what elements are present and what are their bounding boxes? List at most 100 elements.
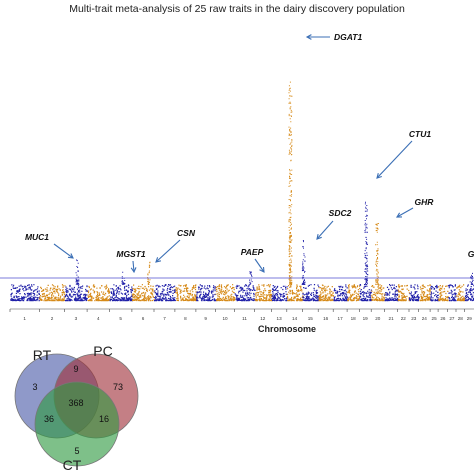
annotation-paep: PAEP — [241, 247, 265, 273]
snp-band-chr29 — [464, 284, 474, 302]
annotation-arrow — [53, 243, 74, 259]
snp-band-chr23 — [409, 284, 420, 302]
annotation-arrow — [155, 239, 181, 263]
chromosome-tick-label: 24 — [422, 316, 428, 321]
arrow-head — [316, 233, 322, 240]
chromosome-tick-label: 11 — [242, 316, 247, 321]
annotation-arrow — [376, 140, 413, 179]
annotation-ghr: GHR — [396, 197, 435, 218]
snp-band-chr9 — [196, 284, 217, 302]
chromosome-tick-label: 13 — [277, 316, 283, 321]
chromosome-tick-label: 29 — [467, 316, 473, 321]
chromosome-tick-label: 23 — [411, 316, 417, 321]
gene-label: CTU1 — [409, 129, 431, 139]
snp-band-chr16 — [318, 284, 335, 302]
snp-band-chr28 — [456, 284, 466, 302]
chromosome-tick-label: 20 — [375, 316, 381, 321]
chromosome-tick-label: 15 — [308, 316, 314, 321]
chromosome-tick-label: 25 — [432, 316, 438, 321]
snp-band-chr3 — [64, 284, 89, 302]
chromosome-tick-label: 22 — [401, 316, 407, 321]
venn-circle-ct — [34, 381, 120, 467]
snp-band-chr26 — [438, 285, 449, 302]
snp-band-chr5 — [109, 284, 133, 302]
annotation-muc1: MUC1 — [25, 232, 74, 259]
snp-band-chr11 — [234, 284, 256, 302]
snp-band-chr6 — [132, 284, 155, 302]
venn-count-pc-ct: 16 — [99, 414, 109, 424]
signal-peak-chr6 — [147, 261, 151, 285]
chromosome-axis: 1 2 3 4 5 6 7 8 9 10 11 12 13 14 15 16 17 18 19 20 21 22 23 24 2… — [9, 308, 474, 321]
venn-diagram: RT PC CT 3 73 5 9 36 16 368 — [14, 343, 139, 473]
snp-band-chr8 — [175, 284, 197, 302]
chromosome-tick-label: 7 — [163, 316, 166, 321]
chromosome-tick-label: 1 — [23, 316, 26, 321]
snp-band-chr27 — [447, 284, 457, 302]
arrow-head — [376, 173, 382, 179]
venn-count-ct-only: 5 — [74, 446, 79, 456]
chromosome-tick-label: 6 — [142, 316, 145, 321]
snp-band-chr7 — [154, 284, 176, 302]
arrow-head — [130, 267, 137, 274]
chart-title: Multi-trait meta-analysis of 25 raw trai… — [69, 3, 405, 15]
snp-band-chr17 — [333, 284, 349, 302]
venn-circles — [14, 353, 139, 467]
chromosome-tick-label: 18 — [351, 316, 357, 321]
chromosome-tick-label: 28 — [458, 316, 464, 321]
chromosome-tick-label: 16 — [323, 316, 329, 321]
snp-band-chr24 — [419, 284, 431, 302]
annotation-csn: CSN — [155, 228, 196, 263]
venn-count-pc-only: 73 — [113, 382, 123, 392]
venn-set-label: PC — [93, 343, 112, 359]
gene-label: MUC1 — [25, 232, 49, 242]
gene-label: DGAT1 — [334, 32, 362, 42]
x-axis-label: Chromosome — [258, 324, 316, 334]
chromosome-tick-label: 17 — [338, 316, 344, 321]
snp-band-chr19 — [359, 284, 373, 302]
gene-label: SDC2 — [329, 208, 352, 218]
gene-label: CSN — [177, 228, 196, 238]
venn-set-label: RT — [33, 347, 52, 363]
signal-peak-chr29 — [469, 272, 474, 285]
chromosome-tick-label: 4 — [97, 316, 100, 321]
gene-label: PAEP — [241, 247, 264, 257]
venn-count-rt-ct: 36 — [44, 414, 54, 424]
annotation-arrow — [254, 258, 265, 273]
snp-points — [10, 81, 474, 302]
snp-band-chr25 — [430, 284, 440, 302]
annotation-dgat1: DGAT1 — [305, 32, 362, 42]
chromosome-tick-label: 19 — [363, 316, 369, 321]
snp-band-chr4 — [87, 284, 111, 302]
signal-peak-chr14 — [288, 81, 293, 285]
snp-band-chr2 — [39, 284, 66, 302]
gene-annotations: DGAT1 CTU1 SDC2 GHR MUC1 MGST1 CSN PAEP G — [25, 32, 474, 274]
chromosome-tick-label: 12 — [260, 316, 266, 321]
annotation-g: G — [468, 249, 474, 259]
venn-set-label: CT — [63, 457, 82, 473]
gene-label: GHR — [415, 197, 435, 207]
snp-band-chr14 — [286, 284, 304, 302]
arrow-head — [305, 34, 312, 40]
snp-band-chr12 — [254, 284, 273, 302]
arrow-head — [155, 257, 162, 263]
chromosome-tick-label: 21 — [389, 316, 395, 321]
chromosome-tick-label: 27 — [449, 316, 455, 321]
signal-peak-chr20 — [375, 223, 379, 285]
annotation-ctu1: CTU1 — [376, 129, 431, 179]
venn-count-rt-pc: 9 — [73, 364, 78, 374]
chromosome-tick-label: 10 — [222, 316, 228, 321]
annotation-arrow — [132, 260, 135, 273]
arrow-head — [67, 253, 74, 259]
chromosome-tick-label: 8 — [184, 316, 187, 321]
snp-band-chr13 — [271, 285, 288, 302]
snp-band-chr18 — [347, 284, 361, 302]
manhattan-plot: 1 2 3 4 5 6 7 8 9 10 11 12 13 14 15 16 17 18 19 20 21 22 23 24 2… — [0, 32, 474, 334]
signal-peak-chr15 — [301, 240, 306, 285]
venn-region-counts: 3 73 5 9 36 16 368 — [32, 364, 123, 456]
snp-band-chr15 — [302, 284, 320, 302]
venn-count-rt-only: 3 — [32, 382, 37, 392]
signal-peak-chr3 — [75, 259, 80, 285]
annotation-arrow — [316, 220, 334, 240]
annotation-sdc2: SDC2 — [316, 208, 352, 240]
arrow-head — [259, 266, 265, 273]
